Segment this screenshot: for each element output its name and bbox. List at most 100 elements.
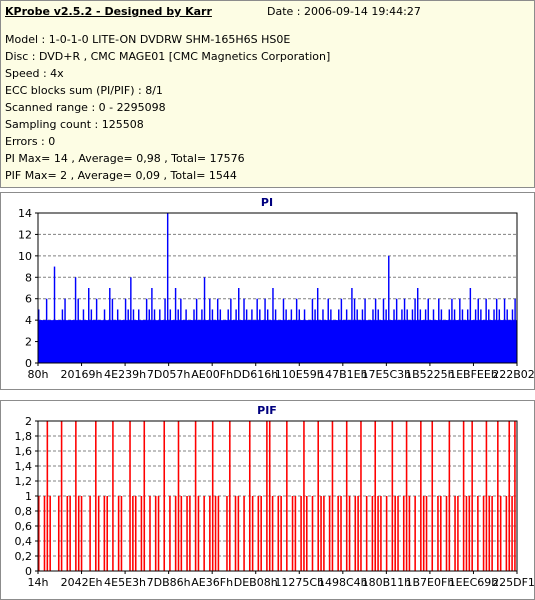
pi-bar xyxy=(345,309,348,363)
pi-bar xyxy=(172,320,174,363)
pi-bar xyxy=(64,298,66,363)
pif-bar xyxy=(134,496,137,571)
pi-bar xyxy=(395,298,398,363)
pi-x-tick-label: 17E5C3h xyxy=(362,368,412,381)
pi-bar xyxy=(43,320,45,363)
pi-bar xyxy=(77,298,79,363)
pif-bar xyxy=(422,496,425,571)
pi-bar xyxy=(130,277,132,363)
pi-bar xyxy=(440,309,443,363)
pi-bar xyxy=(177,309,179,363)
pif-bar xyxy=(268,421,271,571)
pi-chart: PI 0 2 4 6 8 10 12 14 80h 20169h 4E239h 7D057h AE00F… xyxy=(18,196,534,381)
pi-x-tick-label: AE00Fh xyxy=(191,368,233,381)
pif-bar xyxy=(49,496,51,571)
pi-bar xyxy=(69,320,72,363)
pi-bar xyxy=(493,309,495,363)
pif-chart-panel: PIF 0 0,2 0,4 0,6 0,8 1 1,2 1,4 1,6 1,8 2 14h 2042Eh… xyxy=(0,400,535,600)
pif-bar xyxy=(229,421,231,571)
pi-bar xyxy=(124,298,127,363)
pi-bar xyxy=(159,309,161,363)
pif-bar xyxy=(394,496,396,571)
pi-bar xyxy=(498,309,501,363)
pif-bar xyxy=(189,496,191,571)
pif-y-tick-label: 1,6 xyxy=(15,445,33,458)
pi-bar xyxy=(245,309,248,363)
pi-bar xyxy=(351,288,353,363)
pif-y-tick-label: 0,2 xyxy=(15,550,33,563)
pi-x-tick-label: 7D057h xyxy=(147,368,190,381)
pif-bar xyxy=(266,421,268,571)
pif-bar xyxy=(300,496,302,571)
pif-bar xyxy=(374,421,377,571)
pi-bar xyxy=(448,309,451,363)
pif-y-tick-label: 1,4 xyxy=(15,460,33,473)
pi-bar xyxy=(88,288,90,363)
pif-bar xyxy=(186,496,188,571)
pi-bar xyxy=(353,298,356,363)
pif-bar xyxy=(237,496,240,571)
pi-bar xyxy=(409,320,411,363)
pi-bar xyxy=(366,330,369,363)
pif-bar xyxy=(431,421,434,571)
pi-bar xyxy=(469,288,472,363)
pif-bar xyxy=(60,421,63,571)
pi-y-tick-label: 4 xyxy=(25,314,32,327)
pi-plot-border xyxy=(37,212,518,364)
pi-bar xyxy=(364,298,366,363)
pi-bar xyxy=(166,213,169,363)
pi-bar xyxy=(295,298,298,363)
range-line: Scanned range : 0 - 2295098 xyxy=(5,101,166,114)
pif-bar xyxy=(120,496,123,571)
pif-bar xyxy=(402,496,405,571)
pi-bar xyxy=(453,309,456,363)
pif-bar xyxy=(149,496,151,571)
pi-bar xyxy=(414,298,416,363)
pif-bar xyxy=(331,421,334,571)
pi-bar xyxy=(74,277,77,363)
pi-bar xyxy=(377,309,379,363)
pi-bar xyxy=(274,309,277,363)
pif-bar xyxy=(209,496,211,571)
pif-y-tick-label: 0 xyxy=(25,565,32,578)
pi-bar xyxy=(193,309,195,363)
pi-bar xyxy=(140,330,143,363)
pi-bar xyxy=(93,320,95,363)
pi-bar xyxy=(59,320,61,363)
pif-bar xyxy=(112,421,114,571)
pi-bar xyxy=(514,298,516,363)
pif-y-tick-label: 0,6 xyxy=(15,520,33,533)
pi-bar xyxy=(280,320,282,363)
pi-bar xyxy=(369,320,372,363)
pi-bar xyxy=(164,298,166,363)
pi-bar xyxy=(332,330,335,363)
pi-bar xyxy=(95,298,98,363)
pif-x-tick-label: 180B11h xyxy=(362,576,412,589)
pi-bar xyxy=(211,309,214,363)
pif-bar xyxy=(457,496,459,571)
pi-bar xyxy=(227,309,229,363)
pi-bar xyxy=(56,320,58,363)
pif-bar xyxy=(57,496,60,571)
pi-stats-line: PI Max= 14 , Average= 0,98 , Total= 1757… xyxy=(5,152,245,165)
pif-bar xyxy=(260,496,262,571)
pi-bar xyxy=(432,309,435,363)
pi-x-tick-label: 1EBFEEh xyxy=(449,368,498,381)
pif-bar xyxy=(477,496,479,571)
pi-bar xyxy=(495,298,498,363)
pi-bar xyxy=(385,309,387,363)
pi-bar xyxy=(201,309,203,363)
pi-bar xyxy=(101,330,103,363)
pif-bar xyxy=(440,496,442,571)
pif-y-tick-label: 1,8 xyxy=(15,430,33,443)
pi-bar xyxy=(103,309,106,363)
pif-stats-line: PIF Max= 2 , Average= 0,09 , Total= 1544 xyxy=(5,169,237,182)
pi-bar xyxy=(138,309,140,363)
pi-bar xyxy=(188,330,190,363)
pi-bar xyxy=(451,298,453,363)
pi-bar xyxy=(435,320,437,363)
pif-bar xyxy=(43,496,46,571)
pif-x-tick-label: 7DB86h xyxy=(147,576,191,589)
pi-bar xyxy=(266,309,269,363)
pi-bar xyxy=(380,320,382,363)
